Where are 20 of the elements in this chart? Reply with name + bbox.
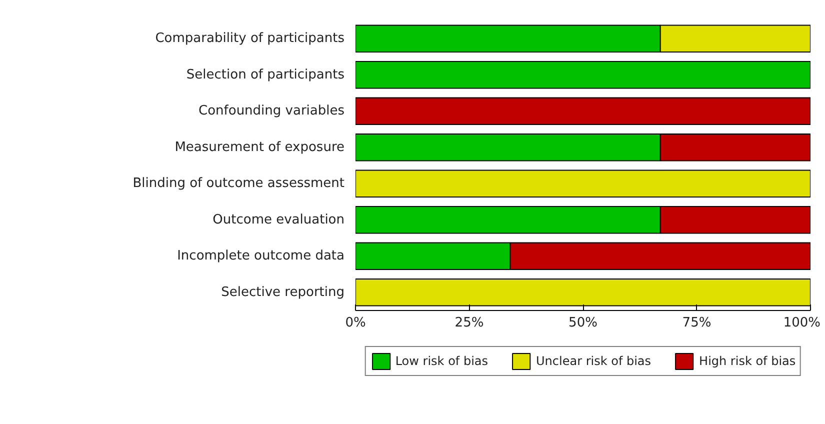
y-tick-label: Incomplete outcome data xyxy=(177,248,345,264)
y-tick-label: Comparability of participants xyxy=(155,31,345,46)
x-tick-label: 50% xyxy=(568,316,598,330)
x-tick-label: 0% xyxy=(345,316,366,330)
x-tick-label: 100% xyxy=(783,316,821,330)
bar xyxy=(356,60,810,89)
bar xyxy=(356,97,810,126)
legend-label: High risk of bias xyxy=(699,354,796,368)
y-tick-label: Confounding variables xyxy=(198,104,345,119)
bar xyxy=(356,278,810,306)
x-tick-label: 25% xyxy=(454,316,484,330)
y-tick-label: Blinding of outcome assessment xyxy=(132,176,345,192)
y-tick-label: Selective reporting xyxy=(221,284,345,300)
x-tick-label: 75% xyxy=(682,316,712,330)
bar xyxy=(356,170,810,198)
y-tick-label: Outcome evaluation xyxy=(212,212,345,228)
y-tick-label: Selection of participants xyxy=(186,67,345,82)
y-tick-label: Measurement of exposure xyxy=(174,140,344,155)
legend-label: Low risk of bias xyxy=(395,354,488,368)
legend-label: Unclear risk of bias xyxy=(536,354,652,368)
